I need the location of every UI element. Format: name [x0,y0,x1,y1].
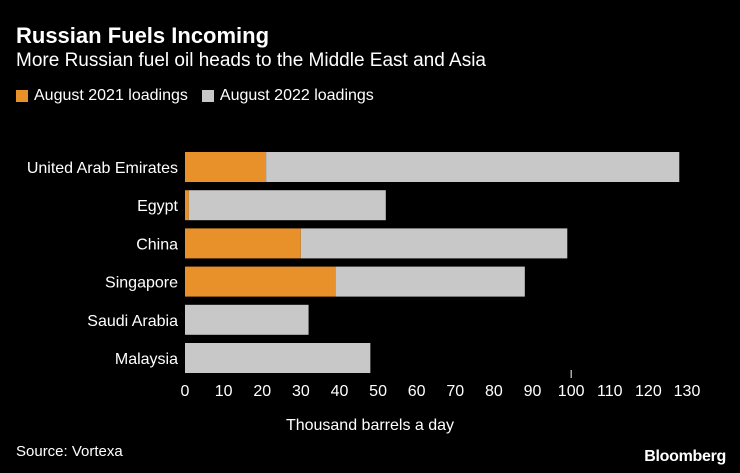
bar-china-august-2022-loadings [300,228,568,259]
source-note: Source: Vortexa [16,443,123,460]
bar-singapore-august-2022-loadings [335,266,525,297]
bars-group [185,152,680,373]
x-axis: 0 10 20 30 40 50 60 70 80 90 100 110 120 130 [181,370,701,400]
x-tick-label-0: 0 [181,383,190,400]
legend-swatch-2022 [201,90,214,102]
legend-swatch-2021 [16,90,28,102]
x-axis-label: Thousand barrels a day [286,417,454,434]
category-labels: United Arab Emirates Egypt China Singapore S… [27,160,179,368]
bloomberg-logo: Bloomberg [644,448,726,465]
bar-saudi-arabia-august-2022-loadings [185,304,309,335]
legend-item-2022: August 2022 loadings [201,86,374,106]
chart-title: Russian Fuels Incoming [16,23,270,48]
x-tick-label-50: 50 [369,383,387,400]
legend: August 2021 loadings August 2022 loading… [16,86,388,106]
x-tick-label-110: 110 [597,383,623,400]
bar-singapore-august-2021-loadings [185,266,336,297]
x-tick-label-70: 70 [446,383,464,400]
category-label-china: China [136,236,178,253]
bar-united-arab-emirates-august-2021-loadings [185,152,267,182]
x-tick-label-40: 40 [331,383,349,400]
x-tick-label-130: 130 [674,383,701,400]
legend-item-2021: August 2021 loadings [16,86,188,106]
x-tick-label-20: 20 [253,383,271,400]
x-tick-label-80: 80 [485,383,503,400]
bar-malaysia-august-2022-loadings [185,343,371,373]
bar-egypt-august-2021-loadings [185,190,189,221]
bar-china-august-2021-loadings [185,228,301,259]
x-tick-label-60: 60 [408,383,426,400]
category-label-united-arab-emirates: United Arab Emirates [27,160,178,177]
x-tick-label-90: 90 [524,383,542,400]
category-label-singapore: Singapore [105,275,178,292]
x-tick-label-120: 120 [635,383,662,400]
bar-united-arab-emirates-august-2022-loadings [266,152,680,182]
category-label-egypt: Egypt [137,198,178,215]
x-tick-label-30: 30 [292,383,310,400]
x-tick-label-100: 100 [558,383,585,400]
x-tick-label-10: 10 [215,383,233,400]
category-label-saudi-arabia: Saudi Arabia [87,313,178,330]
category-label-malaysia: Malaysia [115,351,178,368]
legend-label-2021: August 2021 loadings [34,87,188,104]
legend-label-2022: August 2022 loadings [219,87,374,104]
bar-egypt-august-2022-loadings [188,190,386,221]
chart-subtitle: More Russian fuel oil heads to the Middl… [16,50,486,71]
